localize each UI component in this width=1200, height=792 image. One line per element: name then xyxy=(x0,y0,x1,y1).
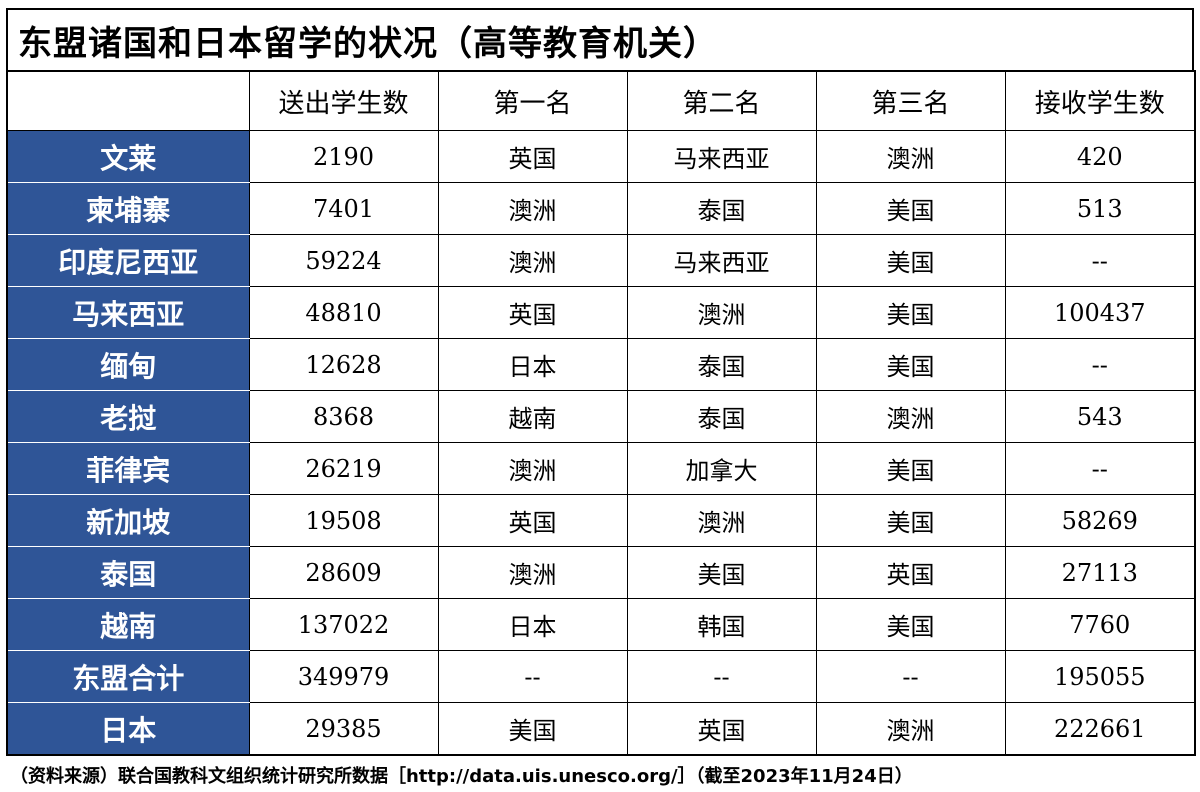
table-row: 新加坡 19508 英国 澳洲 美国 58269 xyxy=(6,494,1196,547)
table-row: 菲律宾 26219 澳洲 加拿大 美国 -- xyxy=(6,442,1196,495)
second-destination-cell: 加拿大 xyxy=(626,442,817,495)
first-destination-cell: 英国 xyxy=(437,286,628,339)
third-destination-cell: 美国 xyxy=(815,234,1006,287)
received-count-cell: 195055 xyxy=(1004,650,1196,703)
table-row: 文莱 2190 英国 马来西亚 澳洲 420 xyxy=(6,130,1196,183)
study-abroad-table: 送出学生数 第一名 第二名 第三名 接收学生数 文莱 2190 英国 马来西亚 澳洲 42… xyxy=(6,70,1196,756)
header-cell-first: 第一名 xyxy=(437,70,628,131)
country-cell: 印度尼西亚 xyxy=(6,234,250,287)
first-destination-cell: 美国 xyxy=(437,702,628,756)
sent-count-cell: 8368 xyxy=(248,390,439,443)
second-destination-cell: 泰国 xyxy=(626,390,817,443)
header-cell-third: 第三名 xyxy=(815,70,1006,131)
second-destination-cell: 澳洲 xyxy=(626,494,817,547)
second-destination-cell: 马来西亚 xyxy=(626,130,817,183)
country-cell: 菲律宾 xyxy=(6,442,250,495)
sent-count-cell: 48810 xyxy=(248,286,439,339)
table-title: 东盟诸国和日本留学的状况（高等教育机关） xyxy=(18,23,718,64)
country-cell: 文莱 xyxy=(6,130,250,183)
third-destination-cell: 美国 xyxy=(815,286,1006,339)
first-destination-cell: 日本 xyxy=(437,338,628,391)
country-cell: 泰国 xyxy=(6,546,250,599)
third-destination-cell: 美国 xyxy=(815,598,1006,651)
table-row: 缅甸 12628 日本 泰国 美国 -- xyxy=(6,338,1196,391)
country-cell: 马来西亚 xyxy=(6,286,250,339)
first-destination-cell: -- xyxy=(437,650,628,703)
header-cell-second: 第二名 xyxy=(626,70,817,131)
sent-count-cell: 28609 xyxy=(248,546,439,599)
third-destination-cell: 美国 xyxy=(815,494,1006,547)
received-count-cell: -- xyxy=(1004,338,1196,391)
first-destination-cell: 澳洲 xyxy=(437,234,628,287)
header-row: 送出学生数 第一名 第二名 第三名 接收学生数 xyxy=(6,70,1196,131)
sent-count-cell: 349979 xyxy=(248,650,439,703)
country-cell: 日本 xyxy=(6,702,250,756)
sent-count-cell: 137022 xyxy=(248,598,439,651)
sent-count-cell: 2190 xyxy=(248,130,439,183)
sent-count-cell: 12628 xyxy=(248,338,439,391)
second-destination-cell: 泰国 xyxy=(626,182,817,235)
first-destination-cell: 英国 xyxy=(437,494,628,547)
table-row: 柬埔寨 7401 澳洲 泰国 美国 513 xyxy=(6,182,1196,235)
table-row: 东盟合计 349979 -- -- -- 195055 xyxy=(6,650,1196,703)
third-destination-cell: 澳洲 xyxy=(815,702,1006,756)
second-destination-cell: 澳洲 xyxy=(626,286,817,339)
third-destination-cell: -- xyxy=(815,650,1006,703)
country-cell: 老挝 xyxy=(6,390,250,443)
country-cell: 越南 xyxy=(6,598,250,651)
first-destination-cell: 澳洲 xyxy=(437,546,628,599)
table-row: 泰国 28609 澳洲 美国 英国 27113 xyxy=(6,546,1196,599)
sent-count-cell: 26219 xyxy=(248,442,439,495)
country-cell: 新加坡 xyxy=(6,494,250,547)
third-destination-cell: 英国 xyxy=(815,546,1006,599)
table-row: 印度尼西亚 59224 澳洲 马来西亚 美国 -- xyxy=(6,234,1196,287)
table-row: 日本 29385 美国 英国 澳洲 222661 xyxy=(6,702,1196,756)
table-row: 马来西亚 48810 英国 澳洲 美国 100437 xyxy=(6,286,1196,339)
third-destination-cell: 美国 xyxy=(815,338,1006,391)
sent-count-cell: 7401 xyxy=(248,182,439,235)
received-count-cell: 420 xyxy=(1004,130,1196,183)
country-cell: 东盟合计 xyxy=(6,650,250,703)
received-count-cell: -- xyxy=(1004,442,1196,495)
second-destination-cell: 泰国 xyxy=(626,338,817,391)
first-destination-cell: 澳洲 xyxy=(437,182,628,235)
second-destination-cell: 韩国 xyxy=(626,598,817,651)
received-count-cell: 27113 xyxy=(1004,546,1196,599)
received-count-cell: -- xyxy=(1004,234,1196,287)
table-row: 老挝 8368 越南 泰国 澳洲 543 xyxy=(6,390,1196,443)
third-destination-cell: 美国 xyxy=(815,182,1006,235)
third-destination-cell: 澳洲 xyxy=(815,390,1006,443)
third-destination-cell: 澳洲 xyxy=(815,130,1006,183)
sent-count-cell: 29385 xyxy=(248,702,439,756)
first-destination-cell: 澳洲 xyxy=(437,442,628,495)
table-title-box: 东盟诸国和日本留学的状况（高等教育机关） xyxy=(6,8,1194,70)
header-cell-blank xyxy=(6,70,250,131)
first-destination-cell: 越南 xyxy=(437,390,628,443)
received-count-cell: 58269 xyxy=(1004,494,1196,547)
first-destination-cell: 英国 xyxy=(437,130,628,183)
header-cell-received: 接收学生数 xyxy=(1004,70,1196,131)
second-destination-cell: 马来西亚 xyxy=(626,234,817,287)
country-cell: 柬埔寨 xyxy=(6,182,250,235)
received-count-cell: 543 xyxy=(1004,390,1196,443)
table-row: 越南 137022 日本 韩国 美国 7760 xyxy=(6,598,1196,651)
country-cell: 缅甸 xyxy=(6,338,250,391)
first-destination-cell: 日本 xyxy=(437,598,628,651)
source-note: （资料来源）联合国教科文组织统计研究所数据［http://data.uis.un… xyxy=(10,766,913,787)
sent-count-cell: 19508 xyxy=(248,494,439,547)
sent-count-cell: 59224 xyxy=(248,234,439,287)
second-destination-cell: -- xyxy=(626,650,817,703)
received-count-cell: 100437 xyxy=(1004,286,1196,339)
received-count-cell: 513 xyxy=(1004,182,1196,235)
second-destination-cell: 美国 xyxy=(626,546,817,599)
received-count-cell: 222661 xyxy=(1004,702,1196,756)
header-cell-sent: 送出学生数 xyxy=(248,70,439,131)
second-destination-cell: 英国 xyxy=(626,702,817,756)
received-count-cell: 7760 xyxy=(1004,598,1196,651)
third-destination-cell: 美国 xyxy=(815,442,1006,495)
